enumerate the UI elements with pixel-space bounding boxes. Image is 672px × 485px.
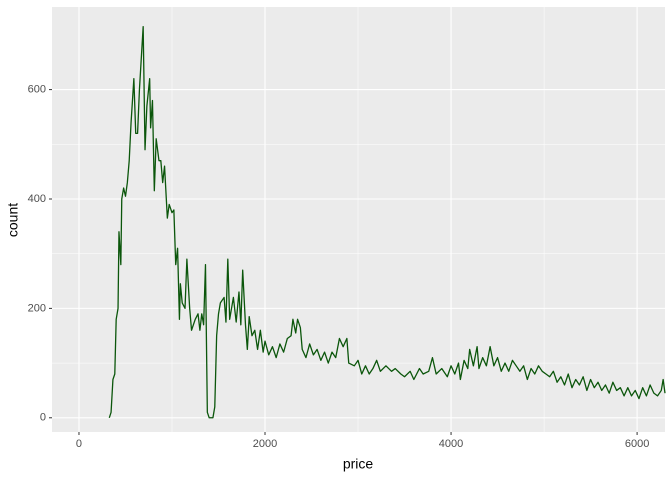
y-tick-label: 600 [28,83,46,95]
y-axis-label: count [5,203,21,237]
y-tick-label: 200 [28,302,46,314]
x-tick-label: 6000 [625,438,649,450]
x-tick-label: 0 [76,438,82,450]
y-tick-label: 400 [28,193,46,205]
x-tick-label: 2000 [253,438,277,450]
x-axis-label: price [343,456,374,472]
x-tick-label: 4000 [439,438,463,450]
y-tick-label: 0 [40,412,46,424]
line [108,26,666,419]
